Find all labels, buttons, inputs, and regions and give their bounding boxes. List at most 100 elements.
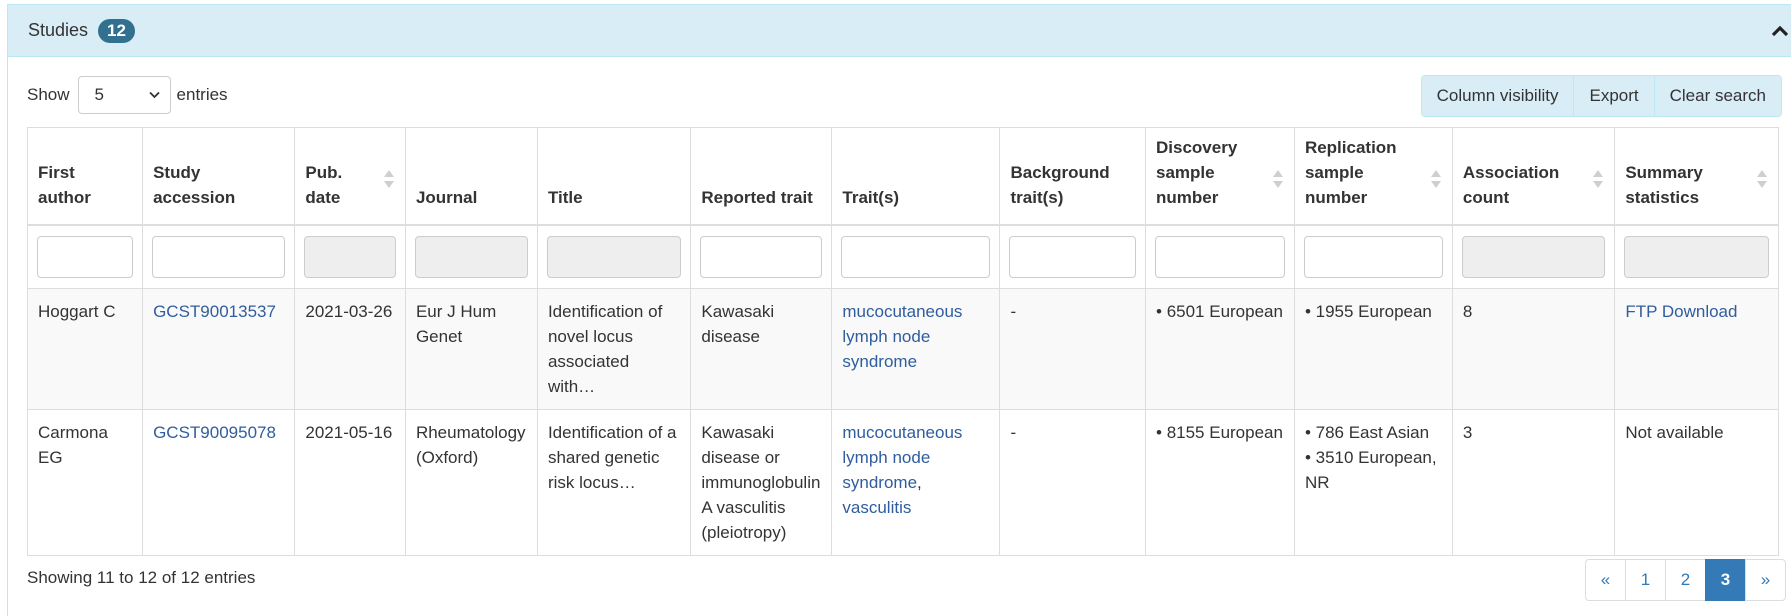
trait-link[interactable]: mucocutaneous lymph node syndrome [842,302,963,371]
sort-icon[interactable] [1272,168,1284,190]
column-header-label: number [1304,187,1368,207]
column-filter-input[interactable] [1155,235,1285,278]
column-header-label: trait(s) [1010,187,1064,207]
study-accession-link-cell: GCST90013537 [142,288,296,410]
column-header-label: date [305,187,341,207]
column-header[interactable]: Summary statistics [1614,127,1779,226]
replication-sample-cell: • 786 East Asian • 3510 European, NR [1293,409,1453,556]
column-filter-input[interactable] [1303,235,1443,278]
entries-select[interactable]: 5 [77,76,171,114]
clear-search-button[interactable]: Clear search [1653,76,1781,116]
column-header-label: Pub. [305,162,343,182]
entries-select-value: 5 [94,85,104,104]
pub-date: 2021-05-16 [305,423,393,442]
study-accession-link[interactable]: GCST90095078 [153,423,276,442]
header-row: First author Study accession Pub. date Journal… [26,127,1779,226]
page-3[interactable]: 3 [1705,559,1746,601]
discovery-sample-cell: • 8155 European [1145,409,1295,556]
chevron-down-icon [148,91,160,99]
filter-cell [1614,224,1779,289]
entries-label: entries [176,85,228,104]
replication-sample-item: • 1955 European [1305,299,1442,324]
column-visibility-button[interactable]: Column visibility [1421,76,1574,116]
filter-cell [1293,224,1453,289]
column-header[interactable]: Discovery sample number [1145,127,1295,226]
table-row: Hoggart C GCST90013537 2021-03-26 Eur J Hum… [26,288,1779,410]
journal-cell: Rheumatology (Oxford) [404,409,538,556]
column-header[interactable]: First author [26,127,144,226]
sort-icon[interactable] [383,168,395,190]
trait-link[interactable]: mucocutaneous lymph node syndrome [842,423,963,492]
column-filter-input[interactable] [37,235,134,278]
column-header-label: Discovery [1156,137,1238,157]
column-header-label: Replication [1304,137,1397,157]
study-accession-link[interactable]: GCST90013537 [153,302,276,321]
filter-cell [404,224,538,289]
pub-date: 2021-03-26 [305,302,393,321]
page-1[interactable]: 1 [1625,559,1666,601]
study-title-cell: Identification of a shared genetic risk … [536,409,692,556]
column-header[interactable]: Background trait(s) [999,127,1147,226]
column-header-label: accession [153,187,236,207]
column-header[interactable]: Replication sample number [1293,127,1453,226]
column-filter-input [1624,235,1769,278]
filter-row [26,224,1779,289]
column-filter-input[interactable] [841,235,991,278]
filter-cell [1145,224,1295,289]
column-header[interactable]: Study accession [142,127,296,226]
ftp-download-link[interactable]: FTP Download [1625,302,1738,321]
association-count-cell: 3 [1451,409,1616,556]
panel-heading[interactable]: Studies 12 [8,5,1791,57]
column-header-label: Association [1462,162,1560,182]
replication-sample-item: • 786 East Asian [1305,420,1442,445]
filter-cell [536,224,692,289]
column-filter-input[interactable] [700,235,823,278]
length-control: Show 5 entries [27,75,228,115]
column-header-label: number [1156,187,1219,207]
reported-trait-cell: Kawasaki disease or immunoglobulin A vas… [690,409,833,556]
reported-trait: Kawasaki disease or immunoglobulin A vas… [701,423,821,542]
chevron-up-icon[interactable] [1769,20,1791,42]
filter-cell [142,224,296,289]
trait-link[interactable]: vasculitis [842,498,912,517]
show-label: Show [27,85,70,104]
column-header-label: First [38,162,75,182]
column-header[interactable]: Trait(s) [831,127,1001,226]
column-header-label: count [1462,187,1510,207]
column-header[interactable]: Journal [404,127,538,226]
discovery-sample-cell: • 6501 European [1145,288,1295,410]
sort-icon[interactable] [1756,168,1768,190]
discovery-sample: • 6501 European [1156,302,1283,321]
page-next[interactable]: » [1745,559,1786,601]
column-filter-input[interactable] [152,235,286,278]
background-traits-cell: - [999,288,1147,410]
replication-sample: • 3510 European, NR [1304,448,1437,492]
export-button[interactable]: Export [1573,76,1654,116]
table-row: Carmona EG GCST90095078 2021-05-16 Rheumato… [26,409,1779,556]
filter-cell [831,224,1001,289]
column-filter-input[interactable] [1009,235,1137,278]
column-header[interactable]: Pub. date [294,127,406,226]
first-author: Hoggart C [38,302,116,321]
background-traits-cell: - [999,409,1147,556]
trait-link-cell: mucocutaneous lymph node syndrome, vascu… [831,409,1001,556]
column-header[interactable]: Association count [1451,127,1616,226]
discovery-sample: • 8155 European [1156,423,1283,442]
summary-statistics: Not available [1625,423,1724,442]
column-header-label: statistics [1625,187,1700,207]
column-header[interactable]: Reported trait [690,127,833,226]
sort-icon[interactable] [1592,168,1604,190]
column-header[interactable]: Title [536,127,692,226]
sort-icon[interactable] [1430,168,1442,190]
background-traits: - [1010,423,1017,442]
background-traits: - [1010,302,1017,321]
study-title: Identification of a shared genetic risk … [547,423,677,492]
column-header-label: author [38,187,91,207]
count-badge: 12 [98,18,135,43]
first-author: Carmona EG [38,423,108,467]
page-2[interactable]: 2 [1665,559,1706,601]
table-button-group: Column visibility Export Clear search [1420,75,1782,117]
discovery-sample-item: • 6501 European [1156,299,1284,324]
filter-cell [1451,224,1616,289]
page-previous[interactable]: « [1585,559,1626,601]
